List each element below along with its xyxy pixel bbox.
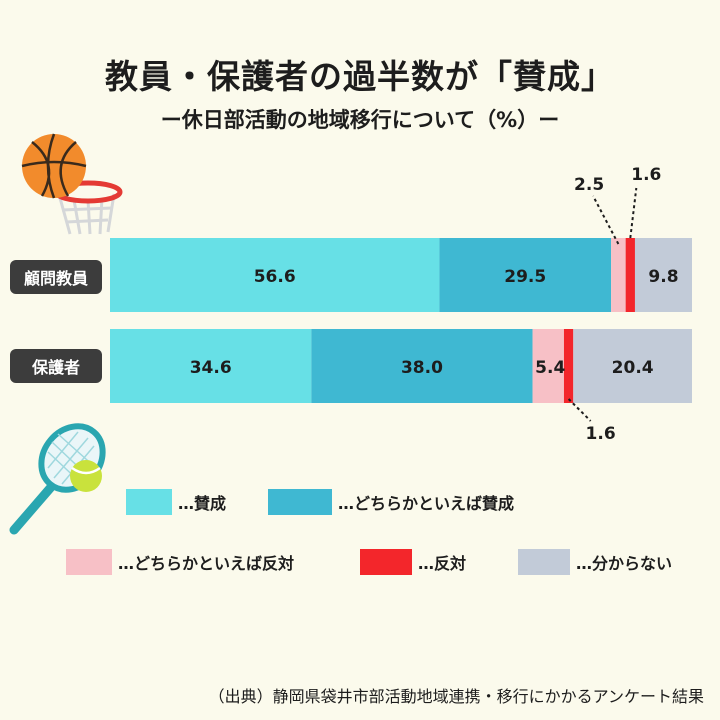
bar-segment-r1-s2 [532,329,564,403]
leader-line-r0-s2 [592,195,620,245]
data-label-r0-s4: 9.8 [648,267,678,287]
bar-segment-r0-s3 [625,238,635,312]
bar-cap-r1 [682,329,692,403]
legend-oppose: …反対 [360,549,466,575]
legend-support: …賛成 [126,489,226,515]
legend-somewhat-oppose: …どちらかといえば反対 [66,549,294,575]
legend-label-somewhat-oppose: …どちらかといえば反対 [118,554,295,573]
leader-line-r0-s3 [629,187,638,239]
legend-swatch-oppose [360,549,412,575]
chart-title: 教員・保護者の過半数が「賛成」 [105,57,615,96]
legend-swatch-somewhat-oppose [66,549,112,575]
data-label-r1-s0: 34.6 [190,358,232,378]
tennis-racket-icon [9,423,106,535]
bar-segment-r0-s2 [611,238,626,312]
row-label-advisors: 顧問教員 [10,260,102,294]
data-label-r0-s2: 2.5 [574,175,604,195]
legend-somewhat-support: …どちらかといえば賛成 [268,489,514,515]
basketball-hoop-icon [21,133,123,235]
legend-swatch-support [126,489,172,515]
legend-label-oppose: …反対 [418,554,467,573]
bar-cap-r0 [682,238,692,312]
data-label-r1-s4: 20.4 [612,358,654,378]
legend-swatch-unknown [518,549,570,575]
legend-swatch-somewhat-support [268,489,332,515]
data-label-r1-s3: 1.6 [586,424,616,444]
legend-label-unknown: …分からない [576,554,673,573]
bar-segment-r1-s4 [573,329,692,403]
stacked-bar-chart: 56.6 29.5 2.5 1.6 9.8 34.6 38.0 5.4 1.6 20.4 [110,165,692,444]
bar-segment-r1-s3 [563,329,574,403]
source-note: （出典）静岡県袋井市部活動地域連携・移行にかかるアンケート結果 [208,687,704,706]
legend-unknown: …分からない [518,549,672,575]
data-label-r0-s3: 1.6 [631,165,661,185]
data-label-r0-s1: 29.5 [504,267,546,287]
row-label-parents: 保護者 [10,349,102,383]
leader-line-r1-s3 [567,398,592,422]
data-label-r1-s1: 38.0 [401,358,443,378]
bar-segment-r1-s1 [311,329,533,403]
bar-segment-r0-s1 [439,238,612,312]
legend-label-support: …賛成 [178,494,227,513]
chart-subtitle: ー休日部活動の地域移行について（%）ー [160,108,560,132]
data-label-r1-s2: 5.4 [535,358,565,378]
data-label-r0-s0: 56.6 [254,267,296,287]
bar-segment-r0-s0 [110,238,440,312]
legend-label-somewhat-support: …どちらかといえば賛成 [338,494,515,513]
bar-segment-r1-s0 [110,329,312,403]
